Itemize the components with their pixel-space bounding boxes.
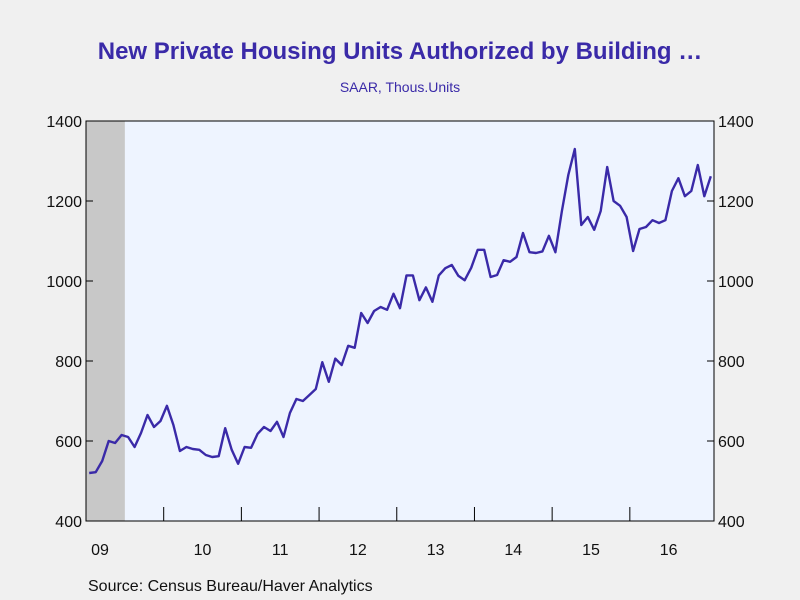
recession-shade [86,121,125,521]
y-tick-label-right: 1200 [718,194,754,211]
y-tick-label-left: 1000 [46,274,82,291]
chart-title: New Private Housing Units Authorized by … [97,38,703,65]
x-tick-label: 11 [272,542,289,559]
y-tick-label-right: 800 [718,354,745,371]
y-tick-label-right: 1400 [718,114,754,131]
x-tick-label: 16 [660,542,678,559]
y-tick-label-left: 400 [55,514,82,531]
x-tick-label: 15 [582,542,600,559]
y-tick-label-left: 1200 [46,194,82,211]
series-line [89,147,712,475]
x-tick-label: 12 [349,542,367,559]
y-tick-label-right: 600 [718,434,745,451]
y-tick-label-left: 1400 [46,114,82,131]
x-tick-label: 14 [504,542,522,559]
y-tick-label-left: 800 [55,354,82,371]
plot-frame [85,120,715,522]
source-note: Source: Census Bureau/Haver Analytics [88,578,373,595]
plot-area [86,121,714,521]
chart-subtitle: SAAR, Thous.Units [339,79,461,95]
y-tick-label-right: 400 [718,514,745,531]
y-tick-labels: 400 400 600 600 800 800 1000 1000 1200 1200 1400 14… [46,114,753,531]
y-tick-label-left: 600 [55,434,82,451]
x-tick-labels: 09 10 11 12 13 14 15 16 [91,542,678,559]
x-tick-label: 13 [427,542,445,559]
x-tick-label: 09 [91,542,109,559]
y-tick-label-right: 1000 [718,274,754,291]
x-tick-label: 10 [194,542,212,559]
